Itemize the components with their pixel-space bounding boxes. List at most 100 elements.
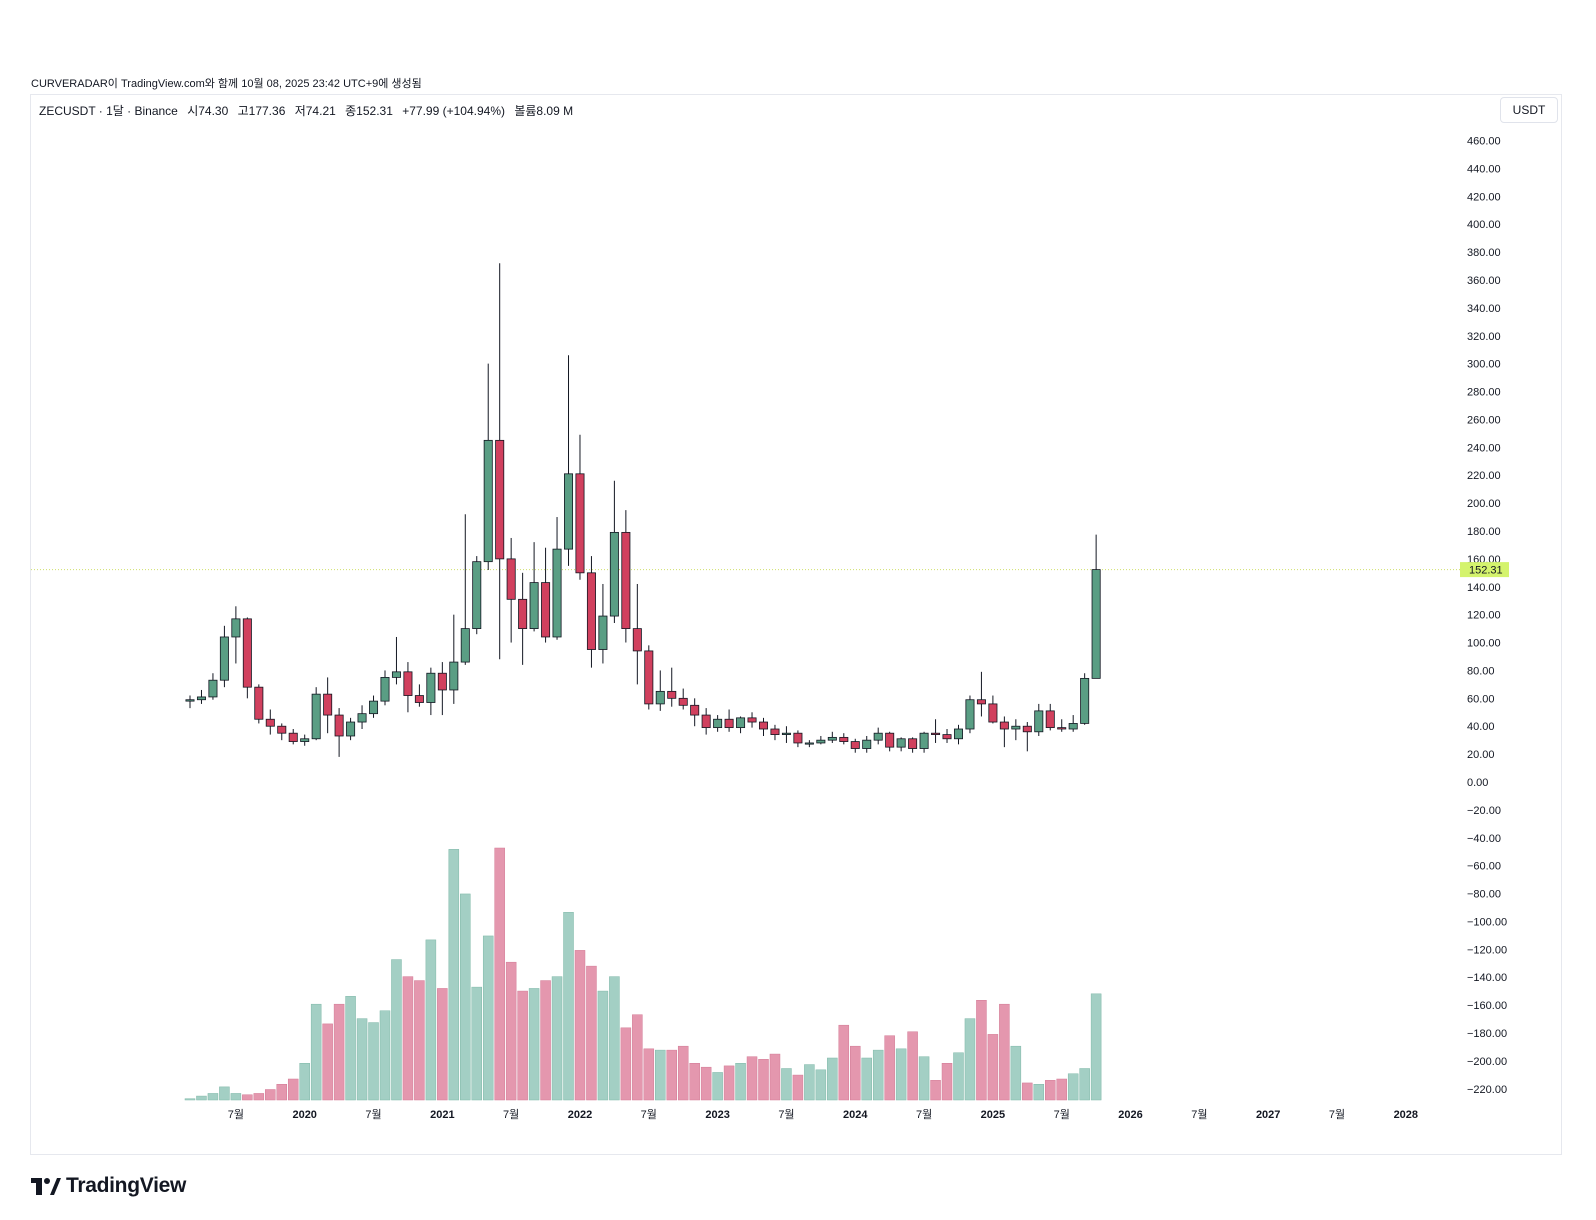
candle[interactable]: [311, 687, 321, 741]
candle[interactable]: [701, 708, 711, 735]
candle[interactable]: [965, 695, 975, 734]
price-axis: 460.00 440.00 420.00 400.00 380.00 360.00 340.…: [1460, 136, 1509, 1096]
candle[interactable]: [506, 537, 516, 643]
candle[interactable]: [254, 684, 264, 724]
candle[interactable]: [632, 583, 642, 685]
candle[interactable]: [862, 735, 872, 753]
candle[interactable]: [1034, 703, 1044, 736]
candle[interactable]: [586, 556, 596, 668]
candle[interactable]: [219, 625, 229, 688]
candle[interactable]: [919, 731, 929, 753]
x-tick-label: 7월: [1054, 1108, 1070, 1121]
candle[interactable]: [931, 719, 941, 743]
candle[interactable]: [575, 434, 585, 580]
candle[interactable]: [644, 645, 654, 710]
candle[interactable]: [300, 734, 310, 746]
candle[interactable]: [231, 606, 241, 664]
candle[interactable]: [942, 729, 952, 743]
candle[interactable]: [953, 724, 963, 745]
candle[interactable]: [793, 730, 803, 748]
candle[interactable]: [369, 695, 379, 718]
candle[interactable]: [242, 617, 252, 699]
candle[interactable]: [690, 698, 700, 727]
candle[interactable]: [621, 510, 631, 643]
legend-symbol[interactable]: ZECUSDT · 1달 · Binance: [39, 104, 178, 118]
candle[interactable]: [598, 583, 608, 664]
currency-button[interactable]: USDT: [1500, 97, 1558, 123]
candle[interactable]: [495, 263, 505, 660]
candle[interactable]: [196, 689, 206, 704]
candle[interactable]: [472, 556, 482, 635]
candle[interactable]: [1011, 719, 1021, 741]
candle[interactable]: [1091, 534, 1101, 679]
candle[interactable]: [667, 667, 677, 707]
candle[interactable]: [1057, 719, 1067, 732]
candle[interactable]: [460, 514, 470, 665]
volume-bar: [299, 1063, 310, 1101]
candle[interactable]: [678, 688, 688, 710]
candle[interactable]: [426, 667, 436, 716]
candle[interactable]: [346, 717, 356, 741]
candle[interactable]: [265, 709, 275, 735]
candle[interactable]: [976, 671, 986, 717]
candle[interactable]: [380, 670, 390, 706]
candle[interactable]: [724, 709, 734, 732]
candle[interactable]: [391, 636, 401, 685]
candle[interactable]: [896, 737, 906, 752]
candle[interactable]: [414, 684, 424, 707]
tradingview-logo-icon: [31, 1177, 61, 1195]
candle[interactable]: [357, 705, 367, 730]
candle[interactable]: [908, 737, 918, 753]
candle[interactable]: [437, 662, 447, 716]
y-tick-label: 300.00: [1467, 359, 1501, 371]
candle[interactable]: [655, 670, 665, 711]
candle[interactable]: [552, 517, 562, 640]
candle[interactable]: [483, 363, 493, 571]
candle[interactable]: [850, 738, 860, 753]
candle[interactable]: [804, 740, 814, 748]
candle[interactable]: [781, 726, 791, 743]
candle[interactable]: [185, 695, 195, 709]
tradingview-logo[interactable]: TradingView: [31, 1174, 186, 1198]
volume-bar: [884, 1035, 895, 1101]
candle[interactable]: [449, 614, 459, 704]
candle[interactable]: [1045, 703, 1055, 731]
candle[interactable]: [988, 695, 998, 724]
candle-body: [449, 661, 459, 691]
candle[interactable]: [323, 677, 333, 734]
candle[interactable]: [208, 673, 218, 700]
volume-bar: [437, 988, 448, 1101]
candle-body: [242, 618, 252, 688]
candle[interactable]: [529, 542, 539, 632]
candle[interactable]: [839, 733, 849, 745]
candle[interactable]: [873, 727, 883, 745]
candle[interactable]: [1068, 715, 1078, 732]
volume-bar: [838, 1024, 850, 1101]
candle[interactable]: [816, 735, 826, 745]
candle[interactable]: [334, 708, 344, 757]
candle[interactable]: [770, 724, 780, 741]
candle[interactable]: [999, 716, 1009, 748]
candle[interactable]: [736, 716, 746, 734]
candle[interactable]: [564, 355, 574, 566]
candle[interactable]: [885, 731, 895, 752]
candle-body: [231, 618, 241, 638]
candle[interactable]: [827, 731, 837, 743]
candle[interactable]: [288, 729, 298, 745]
volume-bar: [540, 980, 551, 1101]
candle[interactable]: [403, 662, 413, 713]
candle[interactable]: [747, 712, 757, 728]
candle[interactable]: [1080, 673, 1090, 725]
candle[interactable]: [541, 547, 551, 643]
candle[interactable]: [518, 572, 528, 665]
volume-bar: [356, 1018, 368, 1101]
candle[interactable]: [1022, 722, 1032, 752]
last-price-label: 152.31: [1469, 565, 1503, 577]
candle[interactable]: [609, 480, 619, 624]
candle[interactable]: [713, 715, 723, 732]
candle-body: [885, 732, 895, 748]
candle-body: [644, 650, 654, 705]
candle[interactable]: [277, 723, 287, 741]
candle[interactable]: [759, 717, 769, 736]
